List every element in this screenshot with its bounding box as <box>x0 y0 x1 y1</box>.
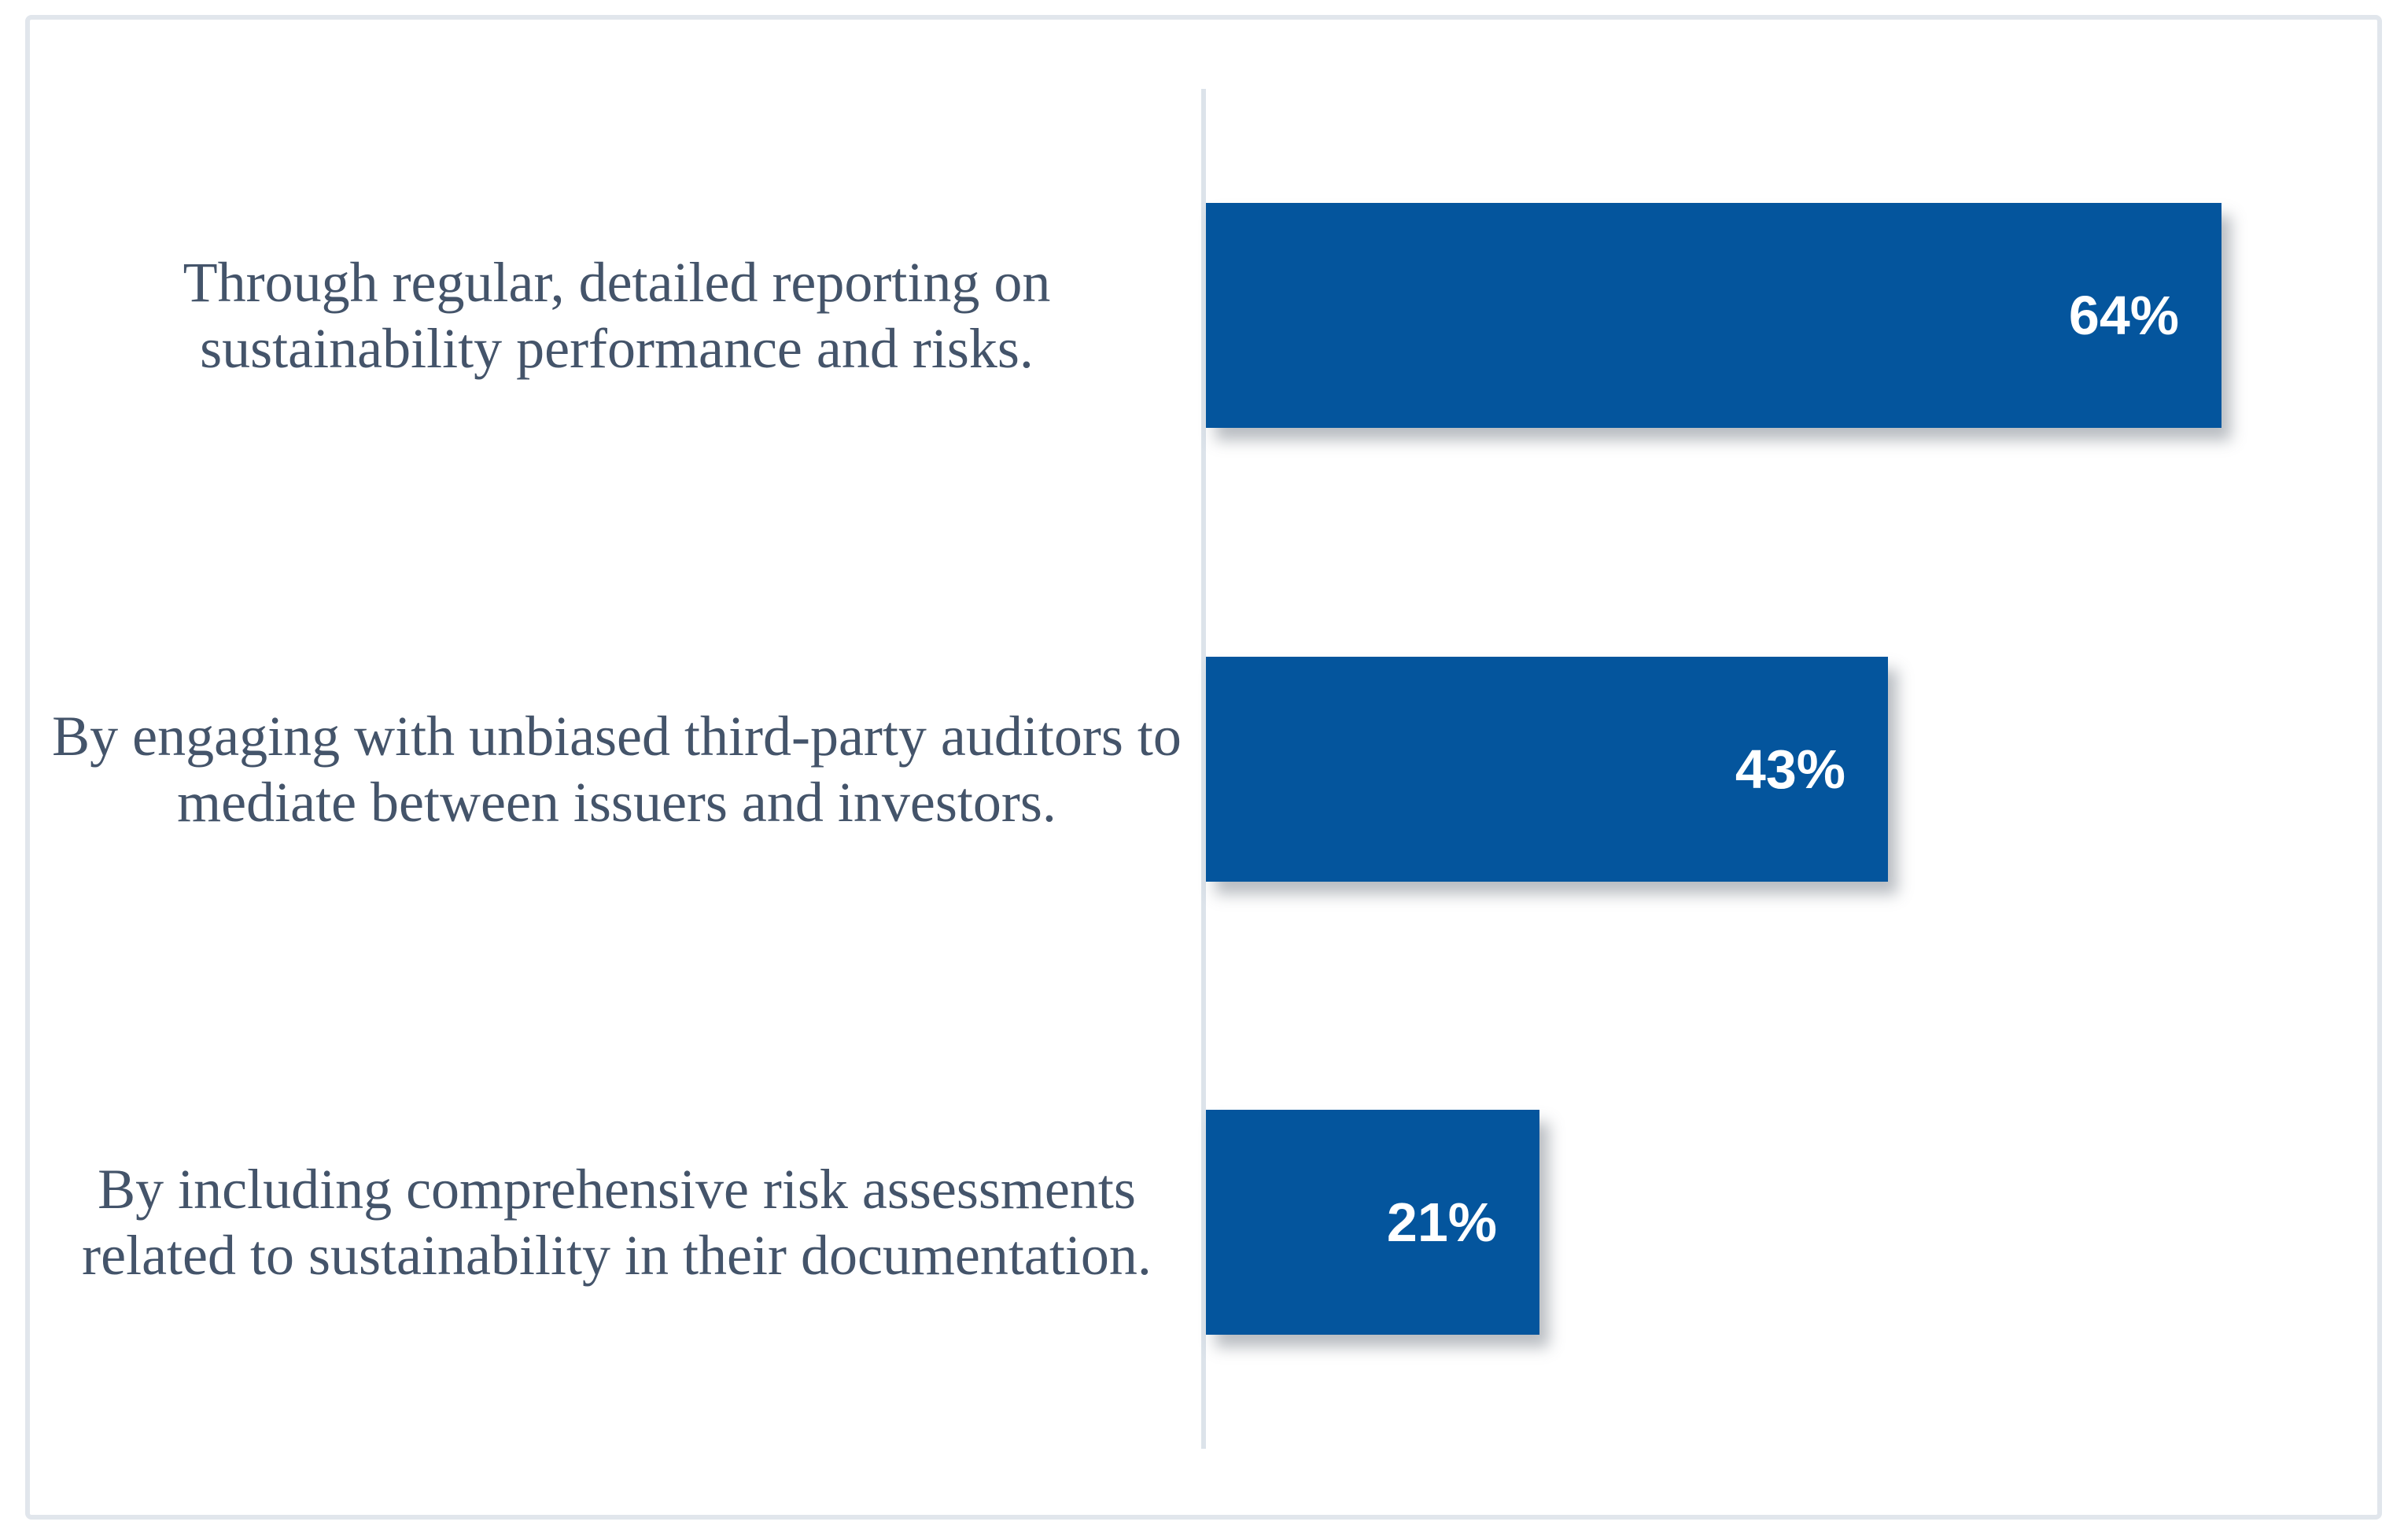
bar: 64% <box>1206 203 2221 429</box>
bar: 43% <box>1206 656 1888 882</box>
category-label: By including comprehensive risk assessme… <box>82 1157 1152 1287</box>
bar-value-label: 64% <box>2068 285 2179 347</box>
y-axis-line <box>1201 89 1206 1449</box>
bar-value-label: 21% <box>1386 1191 1497 1253</box>
category-label: Through regular, detailed reporting on s… <box>183 251 1051 381</box>
bar-value-label: 43% <box>1735 738 1845 800</box>
category-label: By engaging with unbiased third-party au… <box>52 704 1182 834</box>
bar: 21% <box>1206 1109 1539 1335</box>
